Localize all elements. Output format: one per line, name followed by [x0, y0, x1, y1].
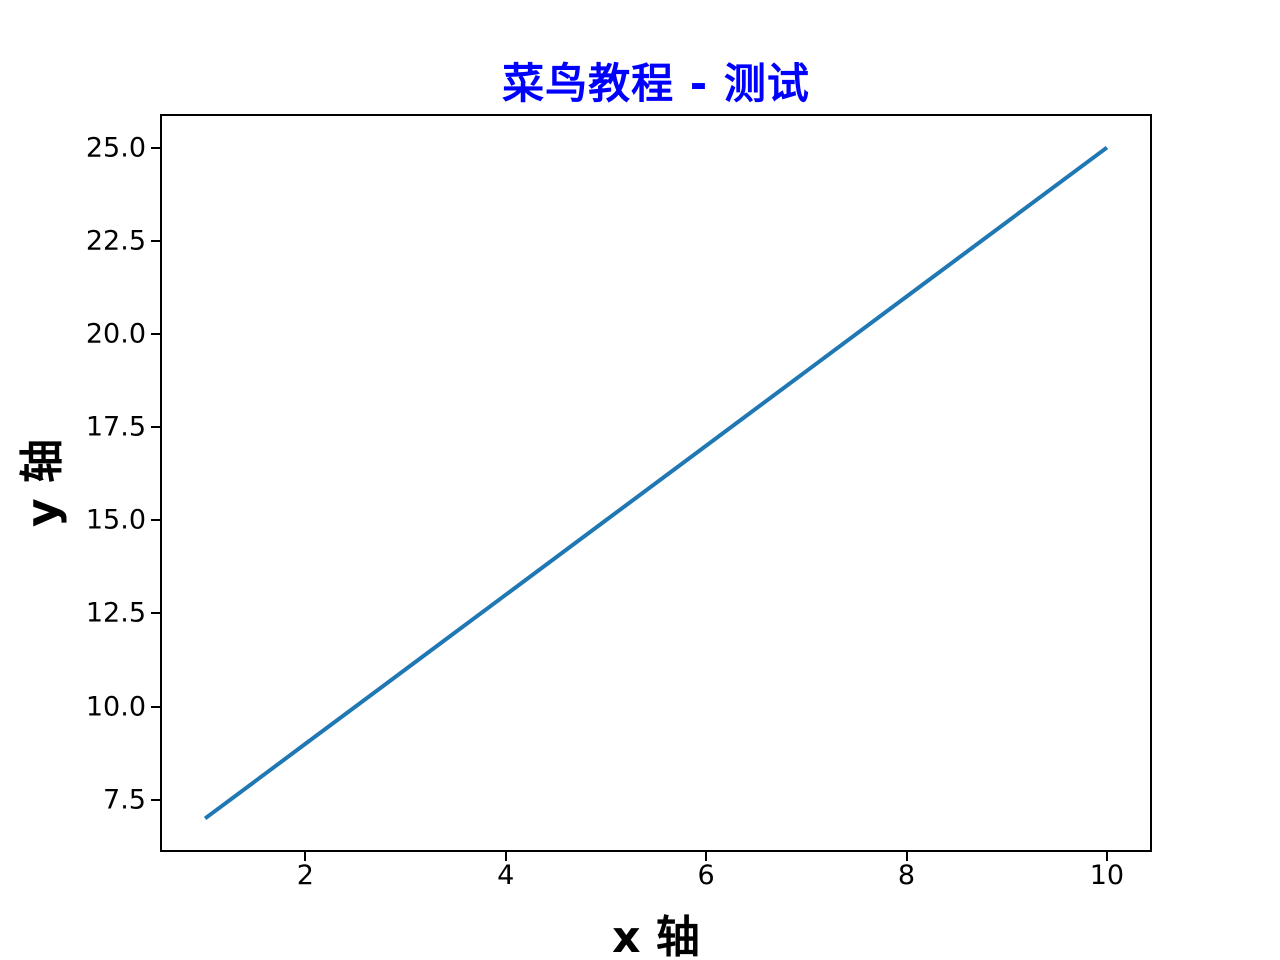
y-tick — [151, 612, 160, 615]
x-tick-label: 6 — [697, 860, 715, 891]
y-tick — [151, 332, 160, 335]
plot-area — [160, 114, 1152, 852]
y-tick-label: 7.5 — [103, 784, 146, 816]
x-axis-label: x 轴 — [612, 912, 700, 960]
x-tick-label: 4 — [497, 860, 515, 891]
x-tick-label: 10 — [1089, 860, 1125, 891]
y-tick — [151, 239, 160, 242]
y-tick — [151, 426, 160, 429]
x-tick-label: 2 — [296, 860, 314, 891]
y-axis-label: y 轴 — [17, 439, 68, 527]
x-tick — [304, 852, 307, 861]
y-tick-label: 10.0 — [85, 691, 146, 723]
y-tick-label: 22.5 — [85, 225, 146, 257]
y-tick — [151, 519, 160, 522]
y-tick-label: 17.5 — [85, 411, 146, 443]
x-tick-label: 8 — [897, 860, 916, 891]
y-tick — [151, 798, 160, 801]
chart-title: 菜鸟教程 - 测试 — [502, 59, 810, 108]
y-tick-label: 25.0 — [85, 132, 146, 164]
x-tick — [1105, 852, 1108, 861]
y-tick — [151, 146, 160, 149]
x-tick — [504, 852, 507, 861]
y-tick-label: 12.5 — [85, 597, 146, 629]
y-tick-label: 20.0 — [85, 318, 146, 350]
x-tick — [905, 852, 908, 861]
y-tick — [151, 705, 160, 708]
x-tick — [705, 852, 708, 861]
